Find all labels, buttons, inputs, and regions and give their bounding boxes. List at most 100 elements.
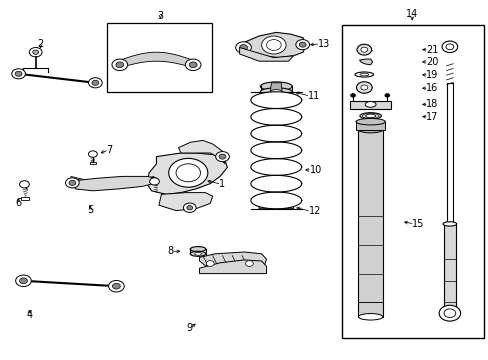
Circle shape bbox=[356, 44, 371, 55]
Text: 20: 20 bbox=[426, 57, 438, 67]
Circle shape bbox=[384, 94, 389, 97]
Ellipse shape bbox=[358, 314, 382, 320]
Text: 6: 6 bbox=[16, 198, 21, 208]
Circle shape bbox=[168, 158, 207, 187]
Circle shape bbox=[438, 305, 460, 321]
Bar bbox=[358, 130, 382, 317]
Circle shape bbox=[112, 59, 127, 71]
Polygon shape bbox=[250, 108, 301, 125]
Circle shape bbox=[360, 85, 367, 90]
Text: 5: 5 bbox=[87, 204, 93, 215]
Circle shape bbox=[108, 280, 124, 292]
Ellipse shape bbox=[365, 114, 375, 118]
Ellipse shape bbox=[190, 247, 205, 252]
Polygon shape bbox=[71, 176, 156, 191]
Text: 16: 16 bbox=[426, 83, 438, 93]
Text: 14: 14 bbox=[405, 9, 418, 19]
Circle shape bbox=[360, 47, 367, 52]
Polygon shape bbox=[239, 48, 293, 61]
Ellipse shape bbox=[354, 72, 373, 77]
Text: 10: 10 bbox=[309, 165, 321, 175]
Circle shape bbox=[15, 71, 22, 76]
Circle shape bbox=[176, 164, 200, 182]
Text: 2: 2 bbox=[38, 39, 43, 49]
Text: 15: 15 bbox=[411, 219, 424, 229]
Polygon shape bbox=[250, 125, 301, 142]
Bar bbox=[349, 101, 390, 109]
Circle shape bbox=[219, 154, 225, 159]
Polygon shape bbox=[117, 52, 195, 68]
Bar bbox=[443, 223, 455, 317]
Circle shape bbox=[443, 309, 455, 318]
Ellipse shape bbox=[260, 88, 291, 96]
Ellipse shape bbox=[442, 222, 456, 226]
Circle shape bbox=[189, 62, 197, 68]
Circle shape bbox=[445, 44, 453, 50]
Circle shape bbox=[261, 36, 285, 54]
Ellipse shape bbox=[365, 102, 375, 107]
Polygon shape bbox=[199, 252, 266, 270]
Circle shape bbox=[20, 278, 27, 284]
Text: 1: 1 bbox=[219, 179, 225, 189]
Ellipse shape bbox=[270, 90, 282, 94]
Polygon shape bbox=[359, 59, 372, 65]
Text: 18: 18 bbox=[426, 99, 438, 109]
Circle shape bbox=[235, 42, 251, 53]
Ellipse shape bbox=[358, 126, 382, 133]
Text: 19: 19 bbox=[426, 70, 438, 80]
Text: 8: 8 bbox=[167, 246, 173, 256]
Text: 13: 13 bbox=[317, 39, 329, 49]
Polygon shape bbox=[250, 159, 301, 175]
Polygon shape bbox=[146, 153, 227, 194]
Circle shape bbox=[92, 80, 99, 85]
Polygon shape bbox=[250, 175, 301, 192]
Text: 9: 9 bbox=[186, 323, 192, 333]
Polygon shape bbox=[270, 83, 282, 92]
Ellipse shape bbox=[194, 252, 201, 255]
Text: 11: 11 bbox=[307, 91, 320, 101]
Circle shape bbox=[245, 261, 253, 266]
Circle shape bbox=[112, 283, 120, 289]
Circle shape bbox=[16, 275, 31, 287]
Bar bbox=[446, 83, 452, 223]
Polygon shape bbox=[250, 142, 301, 159]
Ellipse shape bbox=[260, 82, 291, 91]
Bar bbox=[106, 23, 211, 92]
Circle shape bbox=[295, 40, 309, 50]
Text: 21: 21 bbox=[426, 45, 438, 55]
Circle shape bbox=[356, 82, 371, 93]
Circle shape bbox=[350, 94, 355, 97]
Bar bbox=[355, 122, 385, 130]
Circle shape bbox=[186, 206, 192, 210]
Circle shape bbox=[239, 45, 247, 50]
Circle shape bbox=[441, 41, 457, 53]
Ellipse shape bbox=[359, 73, 368, 76]
Circle shape bbox=[29, 48, 42, 57]
Circle shape bbox=[206, 261, 214, 266]
Text: 17: 17 bbox=[426, 112, 438, 122]
Polygon shape bbox=[250, 92, 301, 108]
Text: 3: 3 bbox=[157, 11, 163, 21]
Text: 4: 4 bbox=[26, 310, 32, 320]
Polygon shape bbox=[259, 202, 293, 209]
Text: 7: 7 bbox=[106, 145, 113, 155]
Circle shape bbox=[88, 78, 102, 88]
Circle shape bbox=[185, 59, 201, 71]
Circle shape bbox=[65, 178, 79, 188]
Circle shape bbox=[149, 178, 159, 185]
Circle shape bbox=[88, 151, 97, 157]
Text: 12: 12 bbox=[308, 206, 320, 216]
Circle shape bbox=[69, 180, 76, 185]
Circle shape bbox=[215, 152, 229, 162]
Circle shape bbox=[33, 50, 39, 54]
Circle shape bbox=[266, 40, 281, 50]
Polygon shape bbox=[239, 32, 305, 58]
Polygon shape bbox=[250, 192, 301, 209]
Circle shape bbox=[183, 203, 196, 212]
Polygon shape bbox=[199, 260, 266, 274]
Polygon shape bbox=[159, 193, 212, 211]
Ellipse shape bbox=[355, 118, 385, 125]
Bar bbox=[21, 197, 29, 200]
Circle shape bbox=[20, 181, 29, 188]
Bar bbox=[90, 162, 96, 164]
